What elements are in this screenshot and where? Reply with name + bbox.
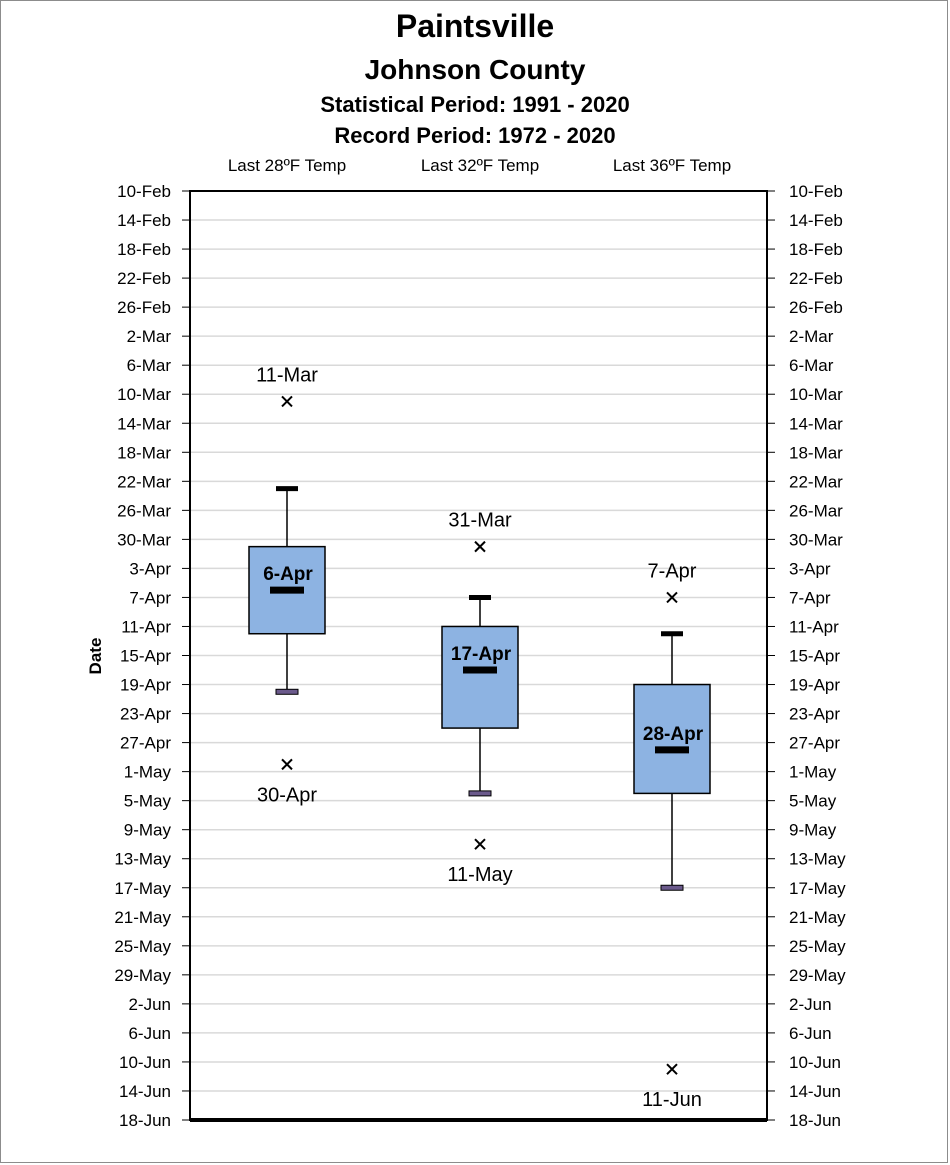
- y-tick-label-left: 6-Jun: [128, 1024, 171, 1043]
- record-late-label: 30-Apr: [257, 784, 317, 806]
- y-tick-label-right: 14-Feb: [789, 211, 843, 230]
- record-early-marker: [474, 540, 486, 553]
- y-tick-label-left: 17-May: [114, 879, 171, 898]
- record-late-marker: [281, 758, 293, 771]
- y-tick-label-right: 1-May: [789, 763, 837, 782]
- box: [633, 683, 711, 795]
- y-tick-label-left: 10-Jun: [119, 1053, 171, 1072]
- y-tick-label-left: 27-Apr: [120, 734, 171, 753]
- y-tick-label-right: 23-Apr: [789, 705, 840, 724]
- y-tick-label-left: 10-Mar: [117, 385, 171, 404]
- y-tick-label-left: 6-Mar: [127, 356, 172, 375]
- y-tick-label-right: 14-Mar: [789, 414, 843, 433]
- y-tick-label-right: 22-Mar: [789, 472, 843, 491]
- y-tick-label-left: 14-Mar: [117, 414, 171, 433]
- whisker-cap-late: [275, 688, 299, 695]
- y-tick-label-right: 27-Apr: [789, 734, 840, 753]
- y-tick-label-right: 15-Apr: [789, 647, 840, 666]
- y-tick-label-left: 23-Apr: [120, 705, 171, 724]
- y-tick-label-left: 7-Apr: [129, 588, 171, 607]
- y-tick-label-right: 30-Mar: [789, 530, 843, 549]
- record-late-marker: [474, 838, 486, 850]
- record-early-label: 31-Mar: [448, 510, 512, 532]
- y-tick-label-left: 25-May: [114, 937, 171, 956]
- y-tick-label-left: 14-Jun: [119, 1082, 171, 1101]
- category-label: Last 32ºF Temp: [421, 156, 539, 175]
- y-tick-label-left: 18-Feb: [117, 240, 171, 259]
- y-tick-label-right: 17-May: [789, 879, 846, 898]
- y-tick-label-left: 3-Apr: [129, 559, 171, 578]
- y-tick-label-left: 5-May: [124, 792, 172, 811]
- y-tick-label-right: 26-Mar: [789, 501, 843, 520]
- median-label: 6-Apr: [263, 564, 313, 585]
- record-period: Record Period: 1972 - 2020: [334, 123, 616, 148]
- y-tick-label-right: 10-Jun: [789, 1053, 841, 1072]
- y-tick-label-right: 6-Mar: [789, 356, 834, 375]
- record-late-marker: [666, 1063, 678, 1075]
- y-tick-label-right: 2-Mar: [789, 327, 834, 346]
- y-tick-label-left: 21-May: [114, 908, 171, 927]
- y-tick-label-left: 22-Feb: [117, 269, 171, 288]
- y-tick-label-left: 15-Apr: [120, 647, 171, 666]
- y-tick-label-right: 22-Feb: [789, 269, 843, 288]
- y-tick-label-left: 9-May: [124, 821, 172, 840]
- record-late-label: 11-May: [447, 864, 512, 886]
- y-tick-label-right: 2-Jun: [789, 995, 832, 1014]
- whisker-cap-late: [660, 884, 684, 891]
- y-tick-label-left: 30-Mar: [117, 530, 171, 549]
- record-early-label: 11-Mar: [256, 364, 318, 386]
- statistical-period: Statistical Period: 1991 - 2020: [320, 92, 630, 117]
- category-label: Last 36ºF Temp: [613, 156, 731, 175]
- whisker-cap-late: [468, 790, 492, 797]
- y-tick-label-left: 26-Mar: [117, 501, 171, 520]
- record-early-label: 7-Apr: [648, 560, 697, 582]
- y-tick-label-left: 10-Feb: [117, 182, 171, 201]
- y-tick-label-left: 2-Jun: [128, 995, 171, 1014]
- y-tick-label-left: 19-Apr: [120, 676, 171, 695]
- y-tick-label-left: 2-Mar: [127, 327, 172, 346]
- median-label: 17-Apr: [451, 644, 512, 665]
- y-tick-label-left: 29-May: [114, 966, 171, 985]
- y-tick-label-left: 18-Mar: [117, 443, 171, 462]
- y-tick-label-right: 3-Apr: [789, 559, 831, 578]
- y-tick-label-right: 6-Jun: [789, 1024, 832, 1043]
- y-tick-label-right: 7-Apr: [789, 588, 831, 607]
- category-label: Last 28ºF Temp: [228, 156, 346, 175]
- y-tick-label-right: 21-May: [789, 908, 846, 927]
- y-tick-label-right: 9-May: [789, 821, 837, 840]
- y-tick-label-left: 22-Mar: [117, 472, 171, 491]
- y-tick-label-right: 18-Mar: [789, 443, 843, 462]
- record-early-marker: [666, 591, 678, 604]
- y-tick-label-right: 13-May: [789, 850, 846, 869]
- y-tick-label-left: 1-May: [124, 763, 172, 782]
- y-axis-label: Date: [86, 638, 105, 675]
- y-tick-label-right: 26-Feb: [789, 298, 843, 317]
- y-tick-label-right: 10-Mar: [789, 385, 843, 404]
- median-label: 28-Apr: [643, 724, 704, 745]
- box: [441, 625, 519, 729]
- y-tick-label-left: 11-Apr: [121, 617, 171, 636]
- y-tick-label-right: 19-Apr: [789, 676, 840, 695]
- y-tick-label-right: 5-May: [789, 792, 837, 811]
- y-tick-label-right: 18-Jun: [789, 1111, 841, 1130]
- y-tick-label-left: 18-Jun: [119, 1111, 171, 1130]
- y-tick-label-left: 14-Feb: [117, 211, 171, 230]
- y-tick-label-right: 14-Jun: [789, 1082, 841, 1101]
- record-early-marker: [281, 395, 293, 408]
- y-tick-label-left: 26-Feb: [117, 298, 171, 317]
- y-tick-label-right: 11-Apr: [789, 617, 839, 636]
- chart-subtitle: Johnson County: [364, 54, 586, 85]
- y-tick-label-right: 29-May: [789, 966, 846, 985]
- y-tick-label-right: 10-Feb: [789, 182, 843, 201]
- y-tick-label-left: 13-May: [114, 850, 171, 869]
- chart-title: Paintsville: [395, 8, 555, 44]
- y-tick-label-right: 18-Feb: [789, 240, 843, 259]
- record-late-label: 11-Jun: [642, 1089, 702, 1111]
- y-tick-label-right: 25-May: [789, 937, 846, 956]
